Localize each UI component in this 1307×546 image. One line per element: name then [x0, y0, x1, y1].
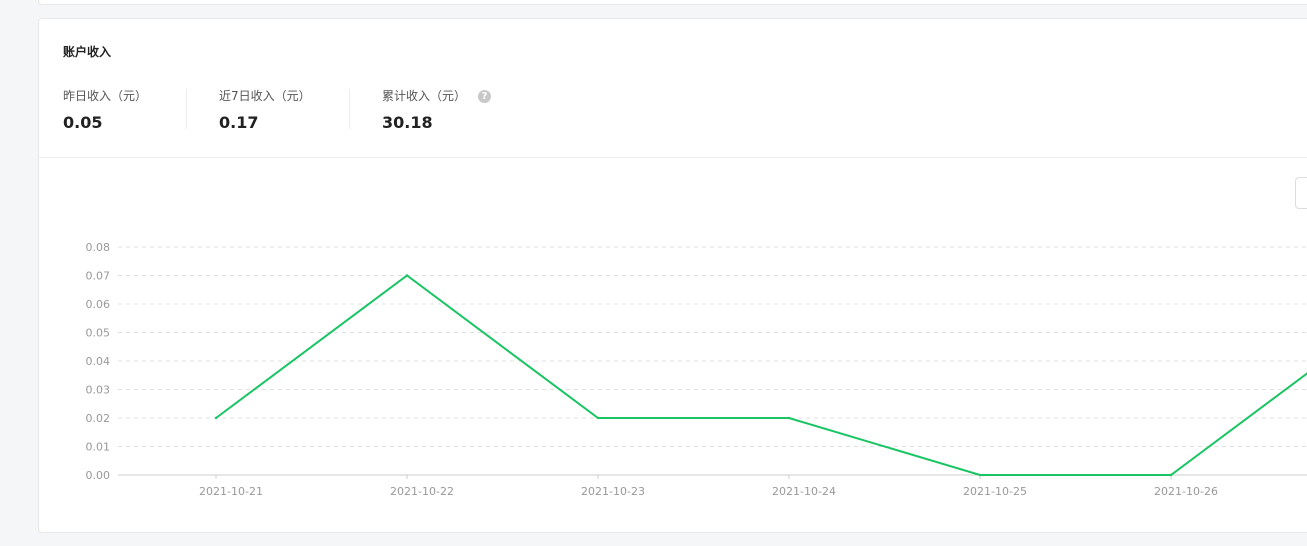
stat-label-row: 累计收入（元）?: [382, 87, 492, 104]
y-tick-label: 0.02: [86, 412, 111, 425]
stat-value: 0.05: [63, 113, 103, 132]
y-tick-label: 0.05: [86, 327, 111, 340]
divider: [349, 89, 350, 129]
x-tick-label: 2021-10-21: [199, 485, 263, 498]
x-tick-label: 2021-10-26: [1154, 485, 1218, 498]
x-tick-label: 2021-10-23: [581, 485, 645, 498]
series-line: [215, 274, 1307, 476]
y-tick-label: 0.06: [86, 298, 111, 311]
x-tick-label: 2021-10-25: [963, 485, 1027, 498]
stat-label: 昨日收入（元）: [63, 89, 148, 103]
stat-label: 累计收入（元）: [382, 89, 467, 103]
x-tick-label: 2021-10-22: [390, 485, 454, 498]
top-card: [38, 0, 1307, 5]
stat-value: 30.18: [382, 113, 433, 132]
data-point: [787, 416, 791, 420]
y-tick-label: 0.01: [86, 441, 111, 454]
y-tick-label: 0.00: [86, 469, 111, 482]
stat-value: 0.17: [219, 113, 259, 132]
y-tick-label: 0.08: [86, 241, 111, 254]
y-tick-label: 0.07: [86, 270, 111, 283]
y-tick-label: 0.03: [86, 384, 111, 397]
stat-label: 近7日收入（元）: [219, 89, 311, 103]
data-point: [978, 473, 982, 477]
stat-yesterday: 昨日收入（元） 0.05: [63, 87, 147, 132]
card-title: 账户收入: [63, 45, 112, 59]
chart-option-button[interactable]: [1295, 177, 1307, 209]
data-point: [1169, 473, 1173, 477]
data-point: [596, 416, 600, 420]
y-tick-label: 0.04: [86, 355, 111, 368]
data-point: [405, 274, 409, 277]
stat-7days: 近7日收入（元） 0.17: [219, 87, 311, 132]
x-tick-label: 2021-10-24: [772, 485, 836, 498]
stat-total: 累计收入（元）? 30.18: [382, 87, 492, 132]
section-divider: [39, 157, 1307, 158]
divider: [186, 89, 187, 129]
question-circle-icon[interactable]: ?: [478, 90, 492, 103]
data-point: [214, 416, 218, 420]
